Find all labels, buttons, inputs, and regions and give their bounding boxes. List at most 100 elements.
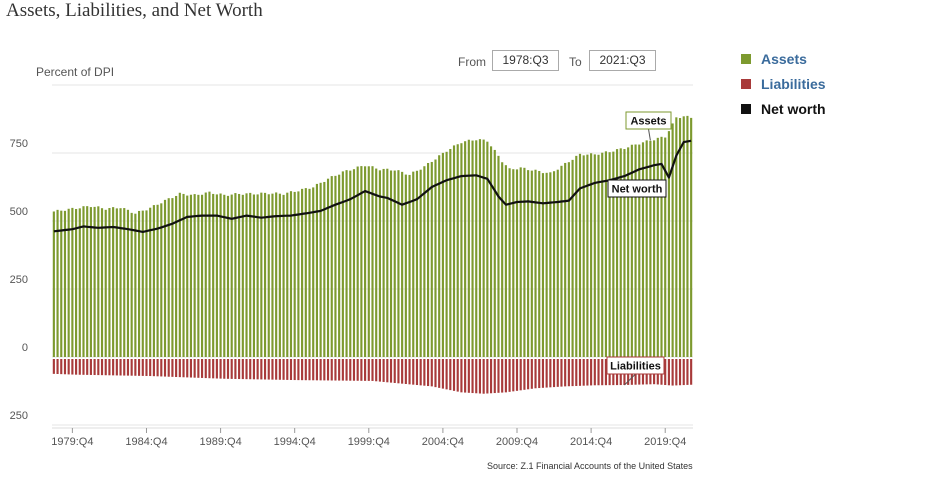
y-tick-label: 250	[10, 274, 28, 286]
assets-bar	[230, 194, 233, 357]
assets-bar	[515, 169, 519, 357]
liabilities-bar	[241, 359, 244, 380]
assets-bar	[482, 139, 485, 357]
assets-bar	[245, 193, 248, 357]
liabilities-bar	[523, 359, 526, 390]
liabilities-bar	[408, 359, 411, 385]
assets-bar	[423, 166, 426, 357]
assets-bar	[523, 167, 526, 357]
assets-bar	[593, 154, 596, 357]
assets-annotation-label: Assets	[630, 116, 666, 128]
liabilities-bar	[690, 359, 693, 385]
liabilities-bar	[512, 359, 515, 392]
liabilities-bar	[427, 359, 430, 387]
legend-item-net-worth[interactable]: Net worth	[741, 96, 826, 121]
assets-bar	[330, 176, 333, 357]
assets-bar	[478, 139, 482, 357]
net-worth-annotation-box	[607, 179, 667, 198]
assets-bar	[686, 115, 689, 357]
from-input[interactable]: 1978:Q3	[492, 50, 559, 71]
assets-bar	[456, 144, 459, 357]
liabilities-bar	[256, 359, 259, 380]
assets-bar	[597, 154, 600, 357]
liabilities-bar	[412, 359, 415, 385]
assets-bar	[352, 169, 356, 357]
assets-bar	[275, 192, 278, 357]
assets-bar	[312, 187, 315, 357]
liabilities-bar	[126, 359, 130, 376]
net-worth-line	[53, 139, 692, 233]
liabilities-bar	[338, 359, 341, 381]
liabilities-bar	[89, 359, 92, 375]
liabilities-bar	[682, 359, 685, 386]
liabilities-bar	[467, 359, 470, 393]
assets-bar	[134, 213, 137, 357]
assets-bar	[389, 170, 393, 357]
y-tick-label: 500	[10, 206, 28, 218]
assets-bar	[297, 191, 300, 357]
liabilities-bar	[330, 359, 333, 381]
liabilities-bar	[78, 359, 81, 375]
assets-bar	[263, 192, 267, 357]
liabilities-bar	[304, 359, 307, 381]
liabilities-bar	[534, 359, 537, 389]
assets-bar	[56, 209, 59, 357]
liabilities-bar	[360, 359, 363, 381]
liabilities-bar	[393, 359, 396, 383]
liabilities-bar	[575, 359, 578, 386]
assets-bar	[137, 210, 141, 357]
liabilities-bar	[63, 359, 67, 375]
assets-bar	[664, 137, 667, 357]
liabilities-bar	[275, 359, 278, 380]
liabilities-bar	[115, 359, 118, 376]
legend-item-liabilities[interactable]: Liabilities	[741, 71, 826, 96]
assets-bar	[304, 188, 307, 357]
liabilities-bar	[97, 359, 100, 376]
assets-bar	[345, 170, 348, 357]
assets-bar	[215, 194, 218, 357]
liabilities-bar	[519, 359, 522, 391]
liabilities-bar	[145, 359, 148, 376]
assets-bar	[326, 178, 330, 357]
assets-bar	[486, 141, 489, 357]
liabilities-bar	[326, 359, 330, 381]
assets-bar	[556, 169, 559, 357]
assets-bar	[226, 195, 230, 357]
source-note: Source: Z.1 Financial Accounts of the Un…	[487, 461, 693, 471]
assets-bar	[278, 193, 281, 357]
liabilities-bar	[515, 359, 519, 391]
assets-bar	[441, 152, 444, 357]
assets-bar	[175, 195, 178, 357]
liabilities-bar	[156, 359, 159, 377]
assets-bar	[678, 118, 682, 357]
net-worth-annotation-label: Net worth	[612, 184, 663, 196]
assets-bar	[401, 171, 404, 357]
assets-bar	[293, 191, 296, 357]
assets-bar	[471, 140, 474, 357]
legend-item-assets[interactable]: Assets	[741, 46, 826, 71]
assets-bar	[460, 143, 463, 357]
liabilities-bar	[527, 359, 530, 390]
x-tick-label: 1989:Q4	[199, 436, 241, 448]
assets-bar	[160, 203, 163, 357]
liabilities-bar	[352, 359, 356, 381]
assets-bar	[212, 193, 215, 357]
assets-bar	[530, 170, 533, 357]
y-axis-label: Percent of DPI	[36, 65, 114, 79]
liabilities-bar	[108, 359, 111, 376]
assets-bar	[349, 170, 352, 357]
assets-bar	[82, 206, 85, 357]
assets-bar	[512, 169, 515, 357]
liabilities-bar	[367, 359, 370, 381]
assets-bar	[504, 165, 507, 357]
assets-bar	[653, 140, 656, 357]
liabilities-bar	[556, 359, 559, 387]
to-input[interactable]: 2021:Q3	[589, 50, 656, 71]
liabilities-bar	[308, 359, 311, 381]
liabilities-bar	[493, 359, 496, 394]
x-tick-label: 1999:Q4	[348, 436, 390, 448]
assets-bar	[141, 210, 144, 357]
assets-bar	[252, 194, 256, 357]
assets-bar	[386, 168, 389, 357]
assets-bar	[497, 155, 500, 357]
